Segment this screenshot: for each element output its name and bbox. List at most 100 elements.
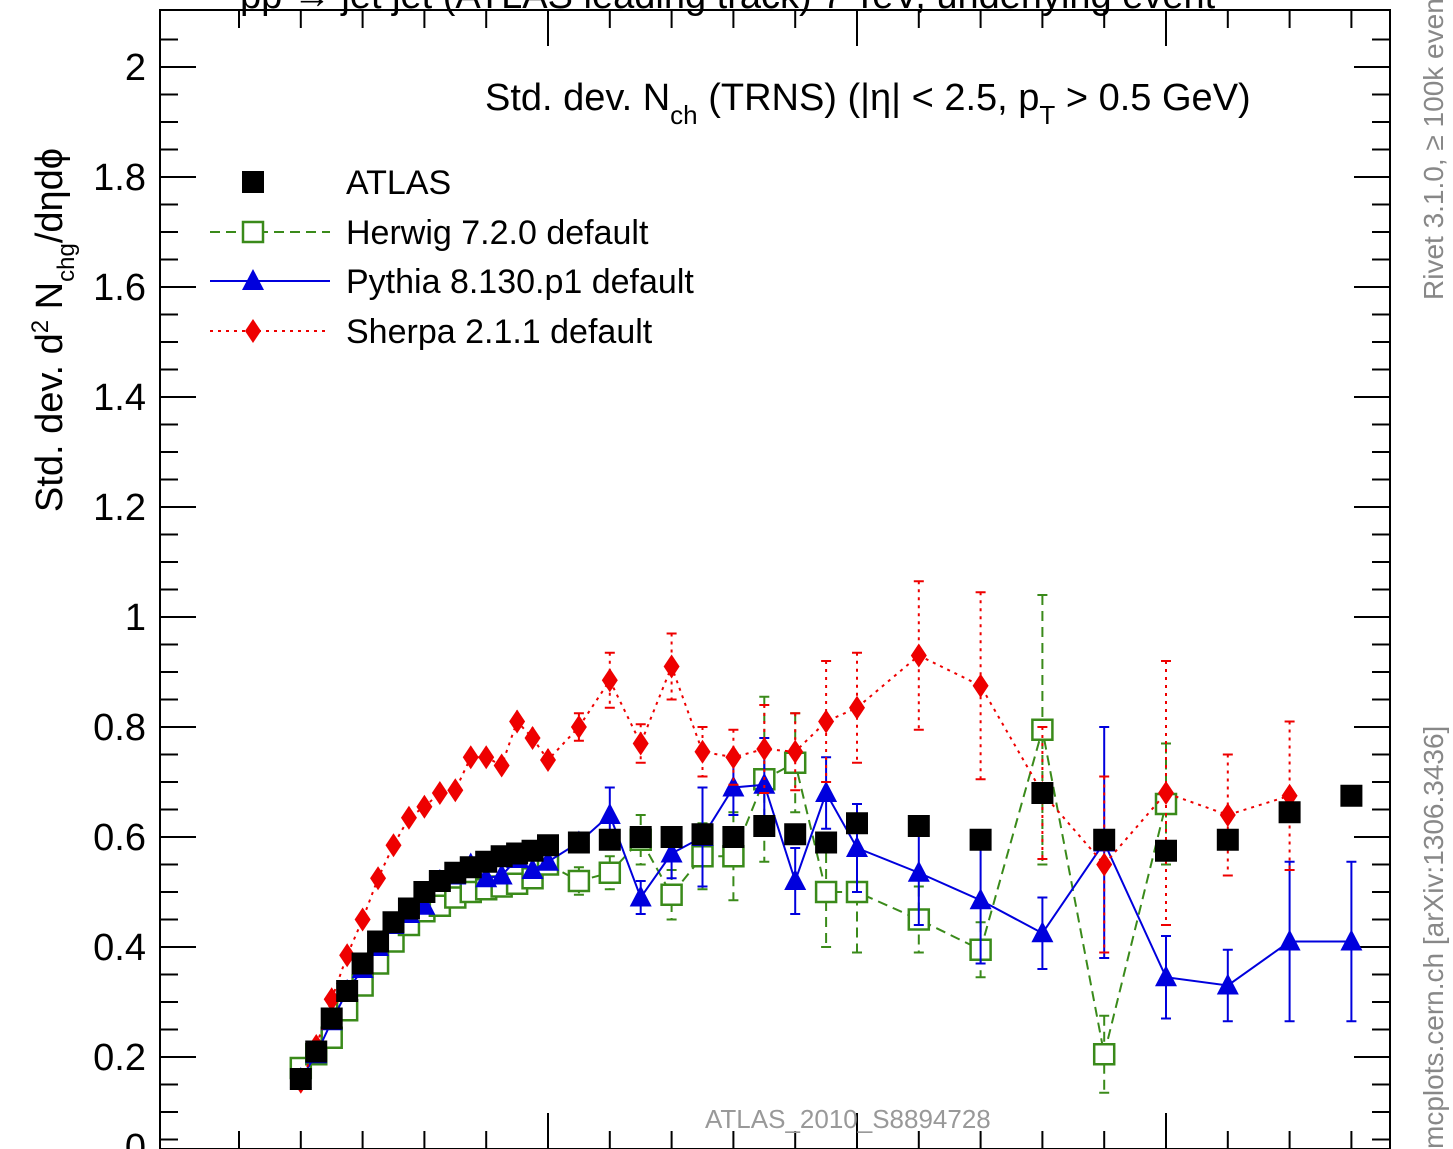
data-point — [537, 834, 559, 857]
data-point — [540, 748, 556, 772]
data-point — [490, 863, 513, 885]
plot-frame — [159, 9, 1391, 1149]
data-point — [598, 828, 621, 851]
legend-label: ATLAS — [346, 164, 451, 202]
rivet-version-label: Rivet 3.1.0, ≥ 100k events — [1418, 0, 1449, 300]
ylabel-prefix: Std. dev. d — [29, 333, 71, 512]
y-axis-label: Std. dev. d2 Nchg/dηdϕ — [27, 148, 80, 512]
title-middle: (TRNS) (|η| < 2.5, p — [698, 77, 1040, 119]
mcplots-label: mcplots.cern.ch [arXiv:1306.3436] — [1418, 726, 1449, 1149]
data-point — [629, 885, 652, 907]
data-point — [969, 828, 992, 851]
legend-entry-atlas: ATLAS — [242, 164, 451, 202]
data-point — [447, 778, 464, 803]
series-line-sherpa — [299, 654, 1290, 1083]
y-tick-label: 0.8 — [93, 707, 146, 749]
legend: ATLAS Herwig 7.2.0 default Pythia 8.130.p1… — [210, 164, 694, 351]
data-point — [691, 823, 714, 846]
data-point — [598, 861, 622, 884]
data-point — [972, 673, 989, 698]
plot-title: Std. dev. Nch (TRNS) (|η| < 2.5, pT > 0.… — [485, 77, 1251, 130]
legend-label: Herwig 7.2.0 default — [346, 214, 649, 252]
data-point — [722, 826, 745, 848]
data-point — [354, 907, 371, 932]
legend-label: Pythia 8.130.p1 default — [346, 263, 694, 301]
data-point — [815, 781, 838, 802]
data-point — [339, 943, 356, 968]
data-point — [1216, 973, 1239, 995]
data-point — [784, 823, 807, 846]
y-tick-label-zero: 0 — [125, 1127, 146, 1149]
top-cut-title: pp → jet jet (ATLAS leading track) 7 TeV… — [240, 0, 1216, 17]
data-point — [305, 1040, 328, 1063]
data-point — [1096, 852, 1113, 877]
data-point — [907, 815, 930, 837]
data-point — [323, 987, 340, 1012]
data-point — [784, 869, 807, 890]
data-point — [910, 643, 927, 668]
data-point — [385, 833, 402, 858]
data-point — [567, 869, 591, 893]
data-point — [787, 739, 804, 764]
data-point — [478, 745, 495, 770]
title-sub-ch: ch — [670, 100, 697, 130]
data-point — [907, 860, 930, 882]
title-sub-t: T — [1039, 100, 1055, 130]
data-point — [598, 803, 621, 824]
data-point — [537, 849, 559, 871]
data-point — [367, 930, 390, 953]
data-point — [814, 880, 838, 904]
data-point — [524, 726, 541, 750]
data-point — [818, 709, 835, 734]
y-tick-label: 1.6 — [93, 267, 146, 309]
data-point — [725, 745, 742, 770]
data-point — [509, 709, 526, 734]
data-point — [753, 772, 776, 794]
ylabel-sub: chg — [53, 243, 80, 282]
data-point — [1031, 921, 1054, 943]
y-tick-label: 1.8 — [93, 157, 146, 199]
data-point — [289, 1068, 312, 1090]
y-tick-label: 1 — [125, 597, 146, 639]
data-point — [1216, 828, 1239, 851]
data-point — [1158, 781, 1174, 805]
ylabel-sup: 2 — [27, 320, 54, 333]
y-axis-ticks: 0.2 0.4 0.6 0.8 1 1.2 1.4 1.6 1.8 2 0 — [93, 38, 1390, 1149]
y-tick-label: 0.2 — [93, 1037, 146, 1079]
data-point — [1155, 965, 1177, 987]
series-atlas — [289, 782, 1363, 1090]
data-point — [629, 826, 652, 848]
data-point — [1340, 784, 1363, 807]
data-point — [320, 1007, 343, 1030]
legend-marker — [242, 269, 264, 290]
y-tick-label: 0.4 — [93, 927, 146, 969]
ylabel-suffix: /dηdϕ — [29, 148, 71, 243]
y-tick-label: 1.4 — [93, 377, 146, 419]
data-point — [756, 737, 773, 761]
y-tick-label: 0.6 — [93, 817, 146, 859]
data-point — [570, 715, 587, 739]
legend-marker — [242, 171, 264, 193]
data-point — [663, 654, 680, 679]
data-point — [336, 980, 359, 1002]
legend-entry-sherpa: Sherpa 2.1.1 default — [210, 313, 653, 351]
data-point — [370, 866, 387, 891]
data-point — [969, 888, 992, 910]
data-point — [722, 845, 745, 868]
legend-label: Sherpa 2.1.1 default — [346, 313, 653, 351]
y-tick-label: 1.2 — [93, 487, 146, 529]
data-point — [1092, 1043, 1116, 1066]
data-point — [1031, 782, 1054, 804]
legend-marker — [241, 220, 265, 244]
data-point — [632, 731, 649, 756]
data-point — [431, 781, 448, 805]
data-point — [475, 866, 498, 888]
data-point — [462, 745, 479, 770]
data-point — [660, 841, 683, 863]
data-point — [416, 794, 433, 819]
data-point — [1278, 929, 1301, 951]
legend-entry-pythia: Pythia 8.130.p1 default — [210, 263, 694, 301]
data-point — [493, 753, 510, 778]
data-point — [660, 883, 683, 906]
